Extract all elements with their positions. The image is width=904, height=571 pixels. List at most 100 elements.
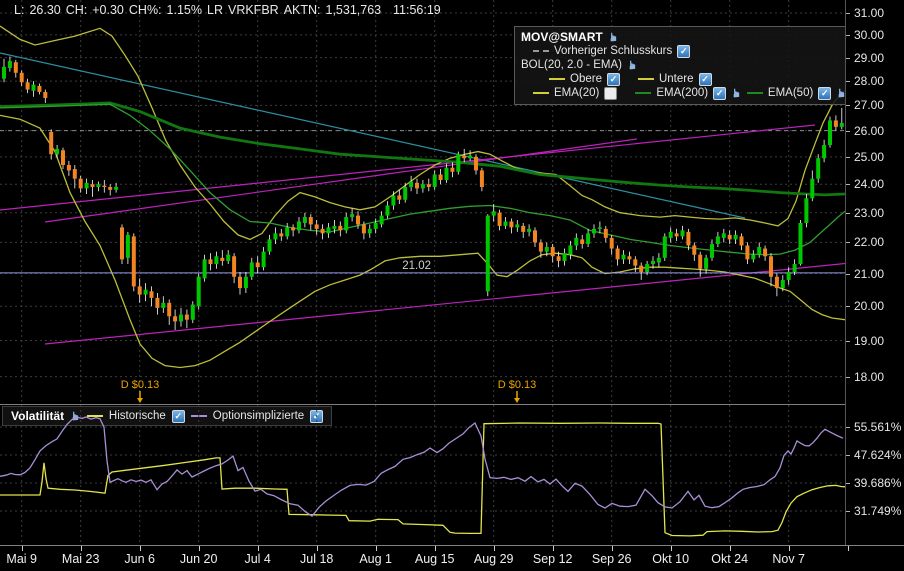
candle <box>509 221 514 228</box>
candle <box>698 254 703 269</box>
candle <box>367 228 372 234</box>
candle <box>320 228 325 234</box>
date-axis[interactable]: Mai 9 Mai 23 Jun 6 Jun 20 Jul 4 Jul 18 Aug 1 Au… <box>0 545 904 571</box>
candle <box>131 236 136 287</box>
prev-close-swatch-icon <box>533 50 549 52</box>
quote-info: L: 26.30 CH: +0.30 CH%: 1.15% LR VRKFBR … <box>14 3 381 17</box>
candle <box>13 62 18 73</box>
candle <box>391 195 396 206</box>
candle <box>491 211 496 216</box>
ema50-label: EMA(50) <box>767 87 814 99</box>
candle <box>609 237 614 249</box>
candle <box>279 233 284 237</box>
candle <box>415 182 419 189</box>
candle <box>350 214 355 218</box>
candle <box>196 276 201 307</box>
candle <box>686 231 691 246</box>
prev-close-checkbox[interactable] <box>677 44 691 58</box>
panel-separator[interactable] <box>0 404 845 405</box>
candle <box>120 227 124 260</box>
candle <box>474 156 478 171</box>
historical-vol-checkbox[interactable] <box>171 409 185 423</box>
candle <box>25 82 30 90</box>
price-tick-label: 21.00 <box>854 266 885 281</box>
axis-tick <box>846 156 850 158</box>
candle <box>90 184 95 188</box>
candle <box>344 217 349 231</box>
volume-value: 1,531,763 <box>325 3 382 17</box>
axis-tick <box>846 511 850 512</box>
alert-line-label: 21.02 <box>402 260 431 272</box>
legend-title: MOV@SMART <box>521 30 603 44</box>
candle <box>674 233 679 237</box>
candle <box>586 233 591 244</box>
main-chart-canvas[interactable]: 21.02 D $0.13 D $0.13 <box>0 0 845 403</box>
candle <box>550 247 555 257</box>
candle <box>61 150 65 165</box>
drag-handle-icon[interactable] <box>627 60 637 71</box>
candle <box>727 234 732 240</box>
trend-cyan[interactable] <box>0 52 746 219</box>
upper-band-checkbox[interactable] <box>606 72 620 86</box>
candle <box>733 234 738 240</box>
ema-200-line <box>0 101 845 197</box>
candle <box>662 236 667 258</box>
ema20-checkbox[interactable] <box>604 86 618 100</box>
last-value: 26.30 <box>29 3 61 17</box>
dividend-arrow-icon <box>514 398 520 403</box>
candle <box>114 187 119 190</box>
candle <box>361 224 366 234</box>
ema20-swatch-icon <box>533 92 549 94</box>
candle <box>816 158 821 179</box>
candle <box>167 302 172 317</box>
price-tick-label: 30.00 <box>854 27 885 42</box>
change-value: +0.30 <box>92 3 124 17</box>
axis-tick <box>846 273 850 275</box>
date-tick-label: Mai 9 <box>6 552 37 566</box>
candle <box>468 155 473 159</box>
candle <box>721 233 726 238</box>
axis-tick <box>493 546 495 551</box>
axis-tick <box>375 546 377 551</box>
candle <box>774 276 779 289</box>
historische-vol-line <box>0 422 845 537</box>
upper-band-label: Obere <box>570 73 602 85</box>
candle <box>769 256 773 277</box>
lower-band-label: Untere <box>658 73 694 85</box>
price-tick-label: 18.00 <box>854 369 885 384</box>
candle <box>55 148 60 155</box>
axis-tick <box>611 546 613 551</box>
candle <box>220 257 225 261</box>
bollinger-lower-line <box>0 114 845 369</box>
lower-band-checkbox[interactable] <box>698 72 712 86</box>
candle <box>326 227 331 234</box>
drag-handle-icon[interactable] <box>732 88 742 99</box>
price-axis[interactable]: 31.00 30.00 29.00 28.00 27.00 26.00 25.00 24.00… <box>845 0 904 545</box>
trend-magenta-3[interactable] <box>44 262 845 345</box>
candle <box>356 215 360 225</box>
candle <box>704 257 709 269</box>
date-tick-label: Jul 18 <box>300 552 334 566</box>
ema50-checkbox[interactable] <box>818 86 832 100</box>
volatility-chart-canvas[interactable] <box>0 405 845 545</box>
price-tick-label: 23.00 <box>854 205 885 220</box>
trend-magenta-2[interactable] <box>44 138 638 223</box>
date-tick-label: Okt 24 <box>711 552 749 566</box>
implied-vol-label: Optionsimplizierte <box>212 410 305 422</box>
candle <box>633 259 638 266</box>
drag-handle-icon[interactable] <box>608 32 618 43</box>
dividend-label: D $0.13 <box>121 379 160 391</box>
axis-tick <box>846 306 850 308</box>
date-tick-label: Nov 7 <box>772 552 806 566</box>
axis-tick <box>139 546 141 551</box>
candle <box>285 227 290 237</box>
candle <box>568 245 573 255</box>
ema200-checkbox[interactable] <box>713 86 727 100</box>
candle <box>208 259 213 265</box>
trend-magenta-1[interactable] <box>0 124 816 211</box>
candle <box>261 251 266 268</box>
price-tick-label: 31.00 <box>854 6 885 20</box>
candle <box>249 262 254 277</box>
candle <box>603 228 608 238</box>
candle <box>297 221 301 231</box>
